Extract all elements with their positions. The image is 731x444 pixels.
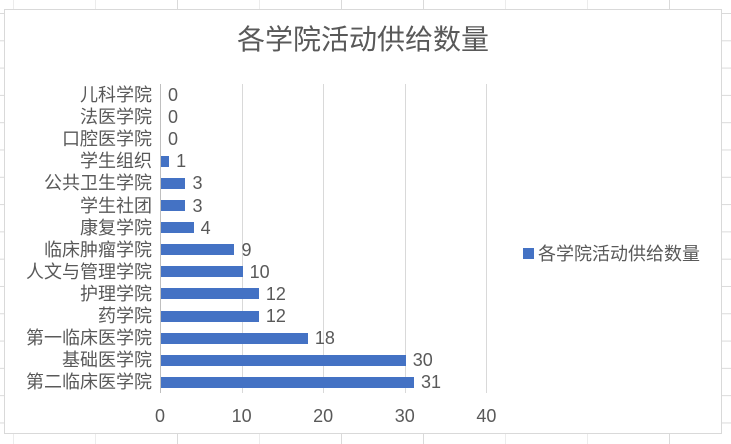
data-label: 1 [176,151,187,172]
data-label: 12 [265,283,286,304]
category-label: 学生组织 [80,151,152,172]
data-label: 30 [412,350,433,371]
bar[interactable] [161,310,259,322]
category-label: 药学院 [98,306,152,326]
bar[interactable] [161,222,194,234]
data-label: 9 [241,239,252,260]
x-gridline [404,84,406,394]
data-label: 4 [200,217,211,238]
category-label: 法医学院 [80,107,152,128]
category-label: 学生社团 [80,195,152,216]
x-axis-tick-label: 20 [313,406,334,426]
bar[interactable] [161,288,259,300]
bar[interactable] [161,244,235,256]
x-gridline [323,84,325,394]
data-label: 10 [249,261,270,282]
category-label: 护理学院 [80,283,152,304]
data-label: 3 [192,195,203,216]
category-label: 临床肿瘤学院 [44,239,152,260]
category-label: 人文与管理学院 [26,261,152,282]
legend-series-marker [523,247,534,259]
chart-object[interactable]: 各学院活动供给数量 各学院活动供给数量 0 10 20 30 40 儿科学院 0 法医学院 0 口… [4,9,722,434]
data-label: 0 [168,129,179,150]
bar[interactable] [161,266,243,278]
x-axis-tick-label: 40 [476,406,497,426]
bar[interactable] [161,332,308,344]
category-label: 基础医学院 [62,350,152,371]
category-label: 康复学院 [80,217,152,238]
data-label: 12 [265,306,286,326]
bar[interactable] [161,354,406,366]
category-label: 公共卫生学院 [44,173,152,194]
data-label: 0 [168,85,179,105]
category-axis-line [160,84,161,394]
data-label: 0 [168,107,179,128]
bar[interactable] [161,200,186,212]
x-axis-tick-label: 30 [394,406,415,426]
x-axis-tick-label: 10 [231,406,252,426]
bar[interactable] [161,155,170,167]
x-axis-tick-label: 0 [154,406,165,426]
legend-series-label: 各学院活动供给数量 [538,244,700,264]
chart-title: 各学院活动供给数量 [236,24,489,55]
category-label: 第二临床医学院 [26,372,152,393]
data-label: 3 [192,173,203,194]
bar[interactable] [161,376,414,388]
x-gridline [486,84,488,394]
data-label: 18 [314,328,335,349]
bar[interactable] [161,177,186,189]
category-label: 儿科学院 [80,85,152,105]
category-label: 第一临床医学院 [26,328,152,349]
data-label: 31 [420,372,441,393]
x-gridline [241,84,243,394]
legend[interactable]: 各学院活动供给数量 [523,240,700,266]
category-label: 口腔医学院 [62,129,152,150]
